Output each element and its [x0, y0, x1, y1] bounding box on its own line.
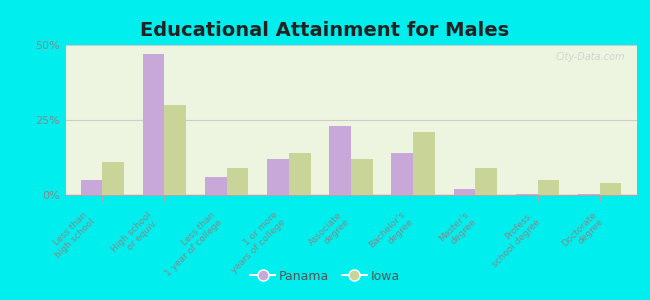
Bar [330, 126, 351, 195]
Bar [164, 105, 187, 195]
Bar [143, 54, 164, 195]
Text: Bachelor's
degree: Bachelor's degree [368, 210, 415, 257]
Text: Educational Attainment for Males: Educational Attainment for Males [140, 21, 510, 40]
Text: Less than
1 year of college: Less than 1 year of college [157, 210, 224, 278]
Bar [578, 194, 600, 195]
Text: Associate
degree: Associate degree [307, 210, 351, 254]
Bar [227, 168, 248, 195]
Legend: Panama, Iowa: Panama, Iowa [245, 265, 405, 288]
Text: City-Data.com: City-Data.com [556, 52, 625, 62]
Text: Profess.
school degree: Profess. school degree [483, 210, 541, 269]
Bar [454, 189, 475, 195]
Bar [515, 194, 538, 195]
Bar [351, 159, 372, 195]
Text: Master's
degree: Master's degree [437, 210, 478, 250]
Bar [391, 153, 413, 195]
Text: Doctorate
degree: Doctorate degree [560, 210, 605, 256]
Bar [205, 177, 227, 195]
Bar [81, 180, 102, 195]
Bar [538, 180, 559, 195]
Bar [600, 183, 621, 195]
Bar [267, 159, 289, 195]
Bar [289, 153, 311, 195]
Text: Less than
high school: Less than high school [46, 210, 97, 260]
Bar [413, 132, 435, 195]
Bar [102, 162, 124, 195]
Bar [475, 168, 497, 195]
Text: High school
or equiv.: High school or equiv. [109, 210, 161, 261]
Text: 1 or more
years of college: 1 or more years of college [223, 210, 287, 275]
